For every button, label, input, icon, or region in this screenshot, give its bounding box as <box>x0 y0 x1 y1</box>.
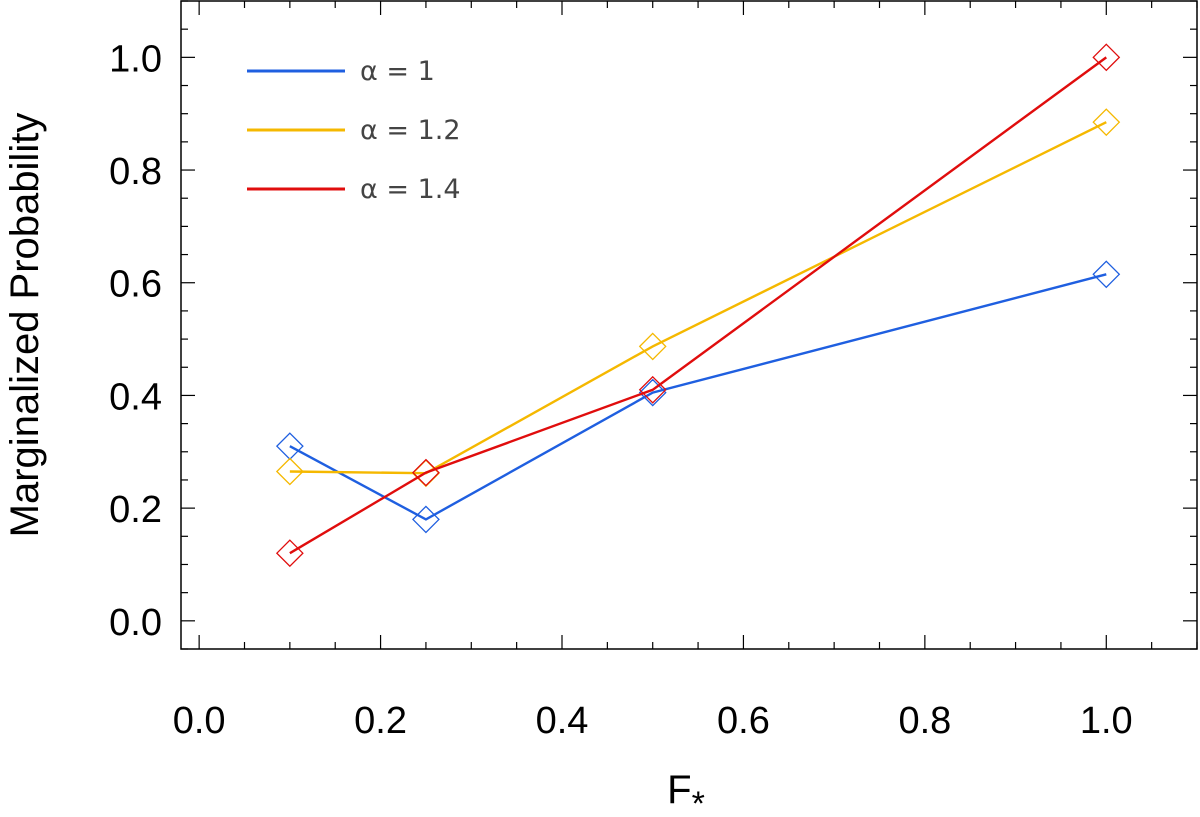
data-point <box>638 378 667 407</box>
series-group <box>275 43 1121 568</box>
y-tick-label: 0.8 <box>109 151 162 193</box>
data-point <box>638 332 667 361</box>
data-point <box>275 457 304 486</box>
y-tick-label: 0.6 <box>109 264 162 306</box>
legend-label: α = 1.2 <box>360 115 461 146</box>
legend: α = 1 α = 1.2 α = 1.4 <box>247 56 461 205</box>
x-tick-label: 0.6 <box>717 700 770 742</box>
data-point <box>638 375 667 404</box>
x-tick-label: 1.0 <box>1080 700 1133 742</box>
legend-label: α = 1.4 <box>360 174 461 205</box>
x-tick-label: 0.0 <box>173 700 226 742</box>
x-axis-title: F* <box>667 768 705 817</box>
x-tick-label: 0.4 <box>536 700 589 742</box>
series-line <box>289 273 1107 521</box>
y-tick-label: 0.4 <box>109 376 162 418</box>
data-point <box>1092 260 1121 289</box>
series-line <box>289 121 1107 475</box>
data-point <box>275 539 304 568</box>
axis-ticks <box>181 0 1198 650</box>
data-point <box>1092 108 1121 137</box>
y-tick-label: 0.2 <box>109 489 162 531</box>
data-point <box>412 505 440 534</box>
legend-label: α = 1 <box>360 56 435 87</box>
y-axis-title: Marginalized Probability <box>3 113 47 538</box>
x-tick-label: 0.8 <box>898 700 951 742</box>
y-tick-label: 0.0 <box>109 602 162 644</box>
plot-frame <box>180 0 1198 650</box>
tick-labels: 0.0 0.2 0.4 0.6 0.8 1.0 0.0 0.2 0.4 0.6 0.8 1.0 <box>109 38 1133 742</box>
series-line <box>289 56 1107 555</box>
x-tick-label: 0.2 <box>354 700 407 742</box>
data-point <box>412 458 440 487</box>
y-tick-label: 1.0 <box>109 38 162 80</box>
data-point <box>1092 43 1121 72</box>
